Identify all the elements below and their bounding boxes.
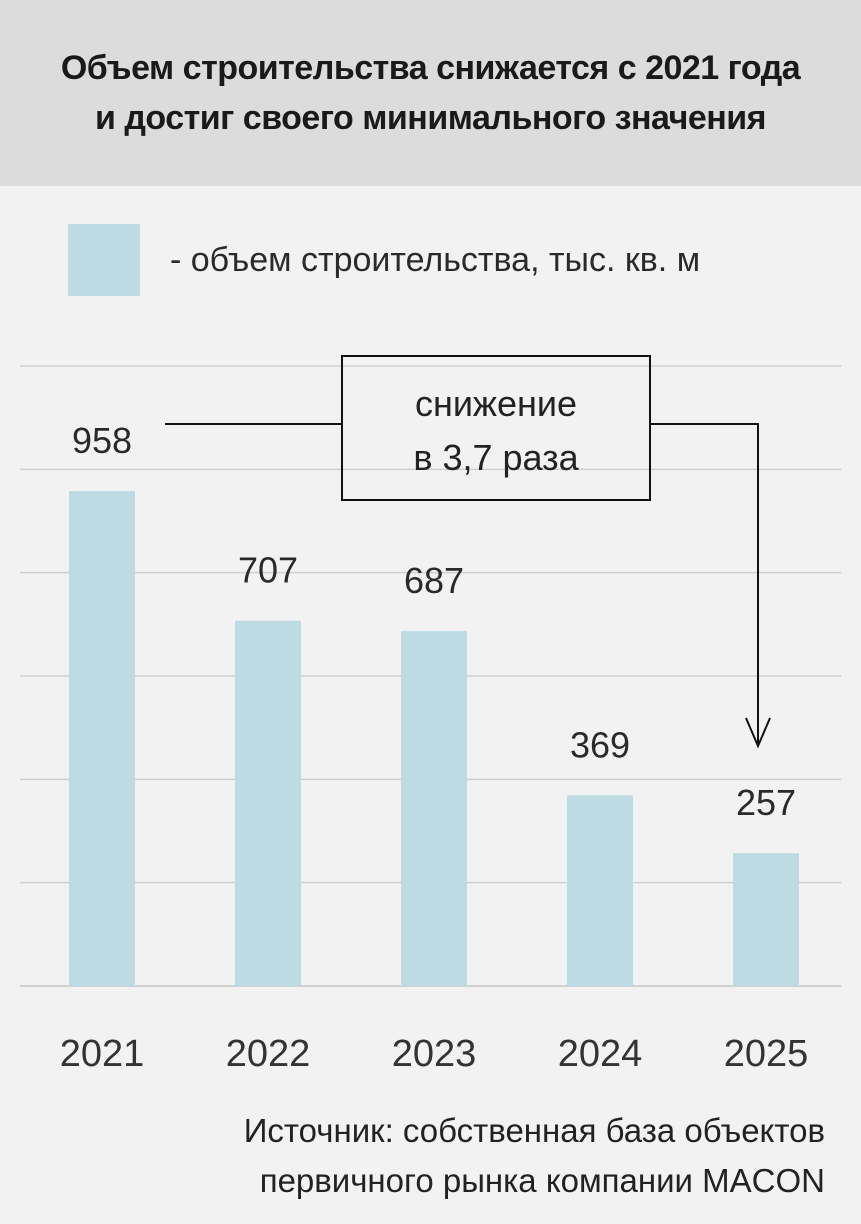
bars [69,491,799,986]
bar-2024 [567,795,633,986]
annotation-text-line-2: в 3,7 раза [413,437,579,478]
chart-header: Объем строительства снижается с 2021 год… [0,0,861,186]
bar-2021 [69,491,135,986]
arrow-head-icon [745,717,771,749]
data-label-2024: 369 [570,724,630,765]
chart-title-line-1: Объем строительства снижается с 2021 год… [60,49,801,87]
legend-label: - объем строительства, тыс. кв. м [170,240,701,279]
data-label-2023: 687 [404,560,464,601]
x-tick-2024: 2024 [558,1033,643,1075]
source-line-1: Источник: собственная база объектов [243,1112,825,1149]
bar-2022 [235,620,301,986]
x-tick-2021: 2021 [60,1033,145,1075]
data-label-2025: 257 [736,782,796,823]
data-label-2021: 958 [72,420,132,461]
bar-2025 [733,853,799,986]
source-line-2: первичного рынка компании MACON [259,1162,825,1199]
x-tick-2022: 2022 [226,1033,311,1075]
legend-swatch [68,224,140,296]
source-note: Источник: собственная база объектов перв… [244,1106,825,1206]
bar-2023 [401,631,467,986]
annotation-box [341,355,651,501]
x-tick-2023: 2023 [392,1033,477,1075]
annotation: снижение в 3,7 раза [165,355,771,749]
legend: - объем строительства, тыс. кв. м [68,224,700,296]
chart-title-line-2: и достиг своего минимального значения [94,99,767,137]
bar-chart: 958 707 687 369 257 2021 2022 2023 2024 2025 сни… [20,355,841,1075]
data-label-2022: 707 [238,550,298,591]
annotation-text-line-1: снижение [415,383,577,424]
annotation-connector-right [650,423,759,746]
gridlines [20,365,841,987]
data-labels: 958 707 687 369 257 [72,420,796,823]
x-tick-2025: 2025 [724,1033,809,1075]
x-tick-labels: 2021 2022 2023 2024 2025 [60,1033,809,1075]
